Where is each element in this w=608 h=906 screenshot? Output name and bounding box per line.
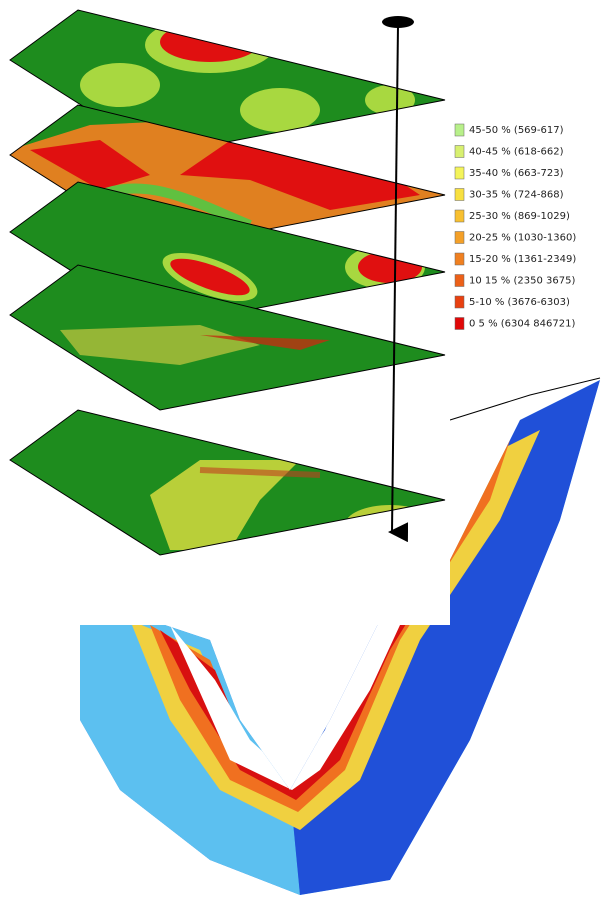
legend-swatch	[454, 166, 465, 180]
legend-swatch	[454, 295, 465, 309]
legend-swatch	[454, 188, 465, 201]
legend-label: 25-30 % (869-1029)	[469, 211, 570, 222]
layer-4	[9, 264, 446, 411]
legend-label: 5-10 % (3676-6303)	[469, 297, 570, 308]
pole-top	[382, 16, 414, 28]
legend-label: 45-50 % (569-617)	[469, 125, 564, 136]
legend-swatch	[454, 252, 465, 266]
legend-label: 0 5 % (6304 846721)	[469, 319, 575, 330]
legend-swatch	[454, 231, 465, 244]
legend-swatch	[454, 123, 465, 137]
legend-label: 10 15 % (2350 3675)	[469, 276, 575, 287]
pole	[388, 24, 409, 543]
legend-label: 20-25 % (1030-1360)	[469, 233, 576, 244]
legend-label: 40-45 % (618-662)	[469, 147, 564, 158]
shoreline	[449, 377, 601, 421]
legend-swatch	[454, 145, 465, 158]
legend-label: 35-40 % (663-723)	[469, 168, 564, 179]
legend-swatch	[454, 317, 465, 330]
legend-swatch	[454, 274, 465, 287]
legend-swatch	[454, 209, 465, 223]
legend-label: 30-35 % (724-868)	[469, 190, 564, 201]
legend: 45-50 % (569-617) 40-45 % (618-662) 35-40 …	[450, 120, 588, 336]
legend-box	[450, 120, 588, 336]
legend-label: 15-20 % (1361-2349)	[469, 254, 576, 265]
